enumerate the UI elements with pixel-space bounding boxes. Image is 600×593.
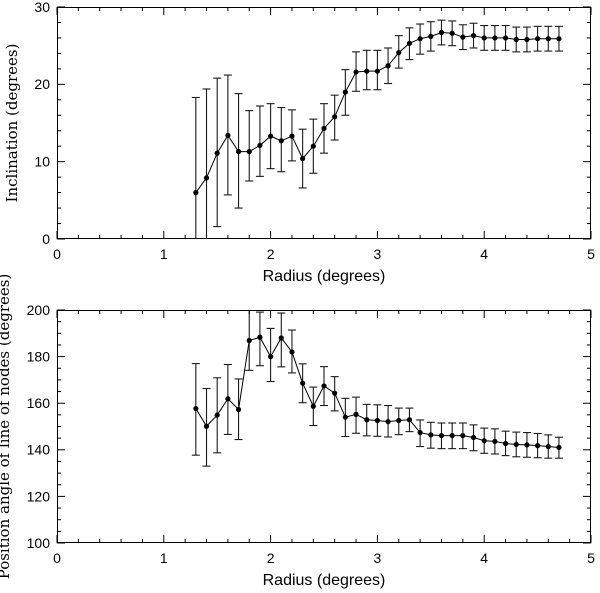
- position-angle-vs-radius-panel: 0 1 2 3 4 5 100 120 140 160 180 200 Radius (degrees)…: [0, 274, 595, 589]
- svg-text:2: 2: [267, 550, 275, 566]
- svg-text:30: 30: [34, 0, 50, 15]
- position-angle-vs-radius-panel-data-series: [191, 310, 563, 467]
- svg-text:0: 0: [53, 550, 61, 566]
- svg-text:100: 100: [27, 535, 51, 551]
- svg-text:3: 3: [374, 550, 382, 566]
- svg-text:0: 0: [53, 246, 61, 262]
- svg-text:4: 4: [480, 550, 488, 566]
- svg-text:2: 2: [267, 246, 275, 262]
- inclination-vs-radius-panel-error-bars: [191, 19, 563, 239]
- svg-text:1: 1: [160, 550, 168, 566]
- position-angle-vs-radius-panel-ticks: [56, 309, 592, 544]
- svg-text:1: 1: [160, 246, 168, 262]
- inclination-vs-radius-panel-data-series: [191, 19, 563, 239]
- position-angle-vs-radius-panel-markers: [193, 334, 562, 451]
- inclination-vs-radius-panel-markers: [193, 29, 562, 196]
- position-angle-vs-radius-panel-tick-labels: 0 1 2 3 4 5 100 120 140 160 180 200: [27, 302, 595, 566]
- svg-text:180: 180: [27, 349, 51, 365]
- inclination-vs-radius-panel-y-axis-title: Inclination (degrees): [3, 44, 21, 203]
- svg-text:10: 10: [34, 154, 50, 170]
- inclination-vs-radius-panel: 0 1 2 3 4 5 0 10 20 30 Radius (degrees) Inclination…: [3, 0, 595, 285]
- inclination-vs-radius-panel-x-axis-title: Radius (degrees): [263, 268, 386, 285]
- svg-text:5: 5: [587, 550, 595, 566]
- svg-text:160: 160: [27, 395, 51, 411]
- svg-text:4: 4: [480, 246, 488, 262]
- svg-text:140: 140: [27, 442, 51, 458]
- inclination-vs-radius-panel-ticks: [56, 6, 592, 240]
- svg-text:5: 5: [587, 246, 595, 262]
- svg-text:120: 120: [27, 488, 51, 504]
- position-angle-vs-radius-panel-axes-box: [57, 310, 591, 543]
- svg-text:3: 3: [374, 246, 382, 262]
- position-angle-vs-radius-panel-x-axis-title: Radius (degrees): [263, 572, 386, 589]
- inclination-vs-radius-panel-tick-labels: 0 1 2 3 4 5 0 10 20 30: [34, 0, 595, 262]
- svg-text:20: 20: [34, 76, 50, 92]
- position-angle-vs-radius-panel-y-axis-title: Position angle of line of nodes (degrees…: [0, 274, 13, 580]
- inclination-vs-radius-panel-axes-box: [57, 7, 591, 239]
- svg-text:0: 0: [42, 231, 50, 247]
- svg-text:200: 200: [27, 302, 51, 318]
